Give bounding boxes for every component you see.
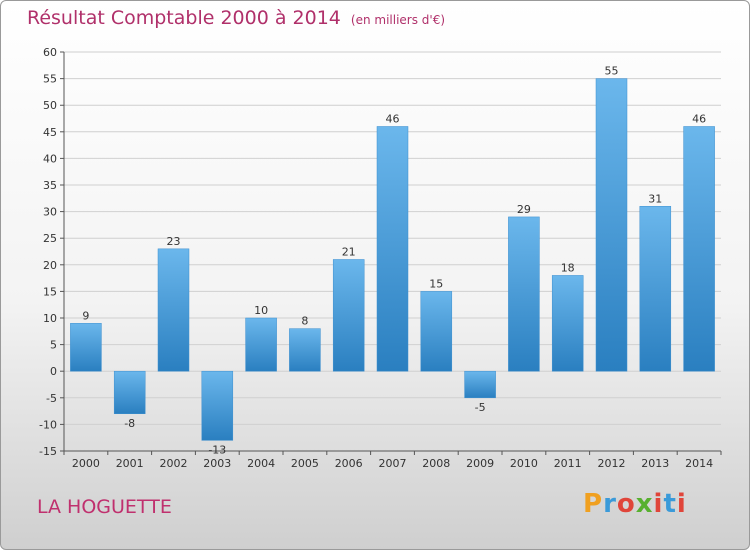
x-tick-label: 2012 (598, 457, 626, 470)
logo-letter: t (663, 489, 677, 519)
bar-value-label: 55 (605, 65, 619, 78)
title-block: Résultat Comptable 2000 à 2014 (en millie… (27, 7, 445, 29)
bar-value-label: 31 (648, 192, 662, 205)
bar-value-label: 21 (342, 245, 356, 258)
bar (113, 370, 146, 415)
chart-subtitle: (en milliers d'€) (350, 13, 446, 27)
x-tick-label: 2000 (72, 457, 100, 470)
bar (157, 248, 190, 372)
logo-letter: r (603, 489, 617, 519)
x-tick-label: 2009 (466, 457, 494, 470)
y-tick-label: 60 (43, 46, 57, 59)
x-tick-label: 2007 (379, 457, 407, 470)
x-tick-label: 2006 (335, 457, 363, 470)
x-tick-label: 2011 (554, 457, 582, 470)
logo-letter: x (635, 489, 654, 519)
x-tick-label: 2002 (160, 457, 188, 470)
logo-letter: i (676, 489, 687, 519)
proxiti-logo: Proxiti (583, 489, 687, 519)
bar (201, 370, 234, 441)
bar (420, 291, 453, 372)
bar (595, 78, 628, 372)
bar-value-label: 23 (167, 235, 181, 248)
x-tick-label: 2004 (247, 457, 275, 470)
commune-name: LA HOGUETTE (37, 496, 172, 518)
bar (551, 275, 584, 372)
x-tick-label: 2014 (685, 457, 713, 470)
y-tick-label: 0 (50, 365, 57, 378)
logo-letter: i (653, 489, 664, 519)
y-tick-label: 5 (50, 339, 57, 352)
bar (70, 323, 102, 372)
bars (70, 78, 715, 441)
data-labels: 9 -8 23 -13 10 8 21 46 15 -5 29 18 55 31 46 (82, 65, 706, 457)
bar-value-label: 46 (692, 112, 706, 125)
bar (332, 259, 365, 372)
x-tick-label: 2003 (203, 457, 231, 470)
bar (464, 370, 496, 399)
bar (245, 317, 277, 372)
bar-value-label: -13 (208, 443, 226, 456)
x-tick-label: 2013 (641, 457, 669, 470)
bar-value-label: -5 (475, 401, 486, 414)
y-tick-label: -10 (39, 418, 57, 431)
bar-value-label: 10 (254, 304, 268, 317)
bar (289, 328, 321, 372)
bar-value-label: 46 (386, 112, 400, 125)
logo-letter: o (616, 489, 636, 519)
axes: -15 -10 -5 0 5 10 15 20 25 30 35 40 45 50 55 60 2000 2001… (39, 46, 722, 470)
y-tick-label: 55 (43, 73, 57, 86)
bar-value-label: 8 (301, 315, 308, 328)
y-tick-label: -5 (46, 392, 57, 405)
x-tick-label: 2005 (291, 457, 319, 470)
chart-title: Résultat Comptable 2000 à 2014 (27, 7, 341, 29)
y-tick-label: 15 (43, 285, 57, 298)
logo-letter: P (583, 489, 604, 519)
bar-value-label: 29 (517, 203, 531, 216)
x-tick-label: 2008 (422, 457, 450, 470)
bar-value-label: 15 (429, 277, 443, 290)
bar-value-label: -8 (124, 417, 135, 430)
bar (376, 126, 409, 372)
y-tick-label: 20 (43, 259, 57, 272)
x-tick-label: 2001 (116, 457, 144, 470)
y-tick-label: 30 (43, 206, 57, 219)
bar (508, 216, 540, 372)
y-tick-label: 10 (43, 312, 57, 325)
y-tick-label: 40 (43, 152, 57, 165)
y-tick-label: -15 (39, 445, 57, 458)
y-tick-label: 25 (43, 232, 57, 245)
bar-value-label: 18 (561, 261, 575, 274)
y-tick-label: 35 (43, 179, 57, 192)
y-tick-label: 45 (43, 126, 57, 139)
bar (639, 206, 672, 372)
y-tick-label: 50 (43, 99, 57, 112)
bar-value-label: 9 (82, 309, 89, 322)
x-tick-label: 2010 (510, 457, 538, 470)
bar (683, 126, 715, 372)
